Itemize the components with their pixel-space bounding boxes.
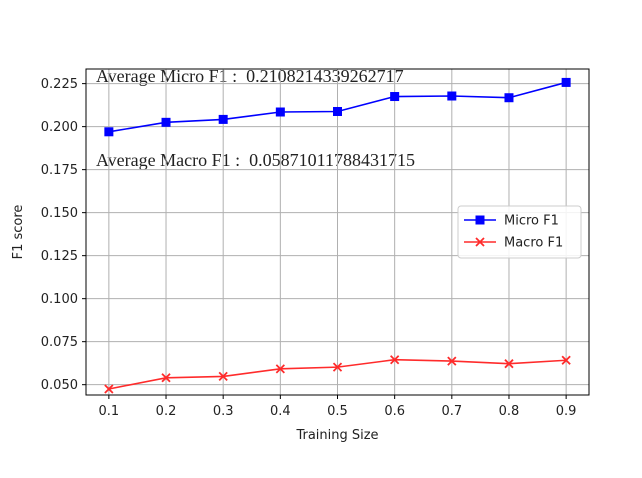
macro-f1-point xyxy=(104,384,114,394)
y-tick-label: 0.225 xyxy=(41,77,78,92)
y-tick-label: 0.125 xyxy=(41,249,78,264)
macro-f1-point xyxy=(447,356,457,366)
output-text: Average Micro F1 : 0.2108214339262717 Av… xyxy=(96,6,415,202)
x-marker-stroke xyxy=(561,355,571,365)
x-tick-label: 0.7 xyxy=(441,404,462,419)
x-tick-label: 0.6 xyxy=(384,404,405,419)
x-marker-stroke xyxy=(275,364,285,374)
y-tick-label: 0.200 xyxy=(41,120,78,135)
y-tick-label: 0.175 xyxy=(41,163,78,178)
macro-f1-point xyxy=(218,371,228,382)
micro-f1-point xyxy=(104,127,114,137)
x-tick-label: 0.4 xyxy=(270,404,291,419)
y-tick-label: 0.050 xyxy=(41,378,78,393)
y-tick-label: 0.100 xyxy=(41,292,78,307)
x-marker-stroke xyxy=(218,371,228,382)
average-micro-f1-line: Average Micro F1 : 0.2108214339262717 xyxy=(96,66,404,86)
macro-f1-point xyxy=(561,355,571,365)
micro-f1-point xyxy=(333,106,342,116)
micro-f1-point xyxy=(218,114,228,124)
micro-f1-point xyxy=(447,91,457,101)
x-tick-label: 0.9 xyxy=(556,404,577,419)
micro-f1-point xyxy=(561,77,571,87)
grid-lines xyxy=(86,69,589,395)
x-marker-stroke xyxy=(104,384,114,394)
x-marker-stroke xyxy=(332,362,343,372)
macro-f1-point xyxy=(390,355,400,365)
x-marker-stroke xyxy=(161,373,171,383)
y-tick-label: 0.150 xyxy=(41,206,78,221)
x-axis-label: Training Size xyxy=(295,428,378,443)
x-tick-label: 0.8 xyxy=(499,404,520,419)
y-tick-label: 0.075 xyxy=(41,335,78,350)
x-tick-label: 0.3 xyxy=(213,404,234,419)
ticks-layer: 0.1 0.2 0.3 0.4 0.5 0.6 0.7 0.8 0.9 0.050 0.075 0.1… xyxy=(41,77,577,419)
x-tick-label: 0.2 xyxy=(156,404,177,419)
micro-f1-point xyxy=(390,92,400,102)
x-tick-label: 0.5 xyxy=(327,404,348,419)
macro-f1-point xyxy=(161,373,171,383)
micro-f1-point xyxy=(275,107,285,117)
legend: Micro F1 Macro F1 xyxy=(457,205,582,259)
x-marker-stroke xyxy=(447,356,457,366)
legend-micro-f1-label: Micro F1 xyxy=(504,214,559,229)
micro-f1-series xyxy=(104,77,571,137)
legend-micro-f1-marker xyxy=(475,215,485,225)
macro-f1-point xyxy=(332,362,343,372)
micro-f1-point xyxy=(161,117,171,127)
macro-f1-point xyxy=(275,364,285,374)
y-axis-label: F1 score xyxy=(11,205,26,260)
macro-f1-point xyxy=(504,359,514,369)
average-macro-f1-line: Average Macro F1 : 0.05871011788431715 xyxy=(96,150,415,170)
x-marker-stroke xyxy=(475,237,485,247)
x-marker-stroke xyxy=(504,359,514,369)
macro-f1-series xyxy=(104,355,571,394)
legend-box xyxy=(457,205,582,259)
micro-f1-point xyxy=(504,93,514,103)
series-layer xyxy=(104,77,571,394)
legend-macro-f1-marker xyxy=(475,237,485,247)
legend-macro-f1-label: Macro F1 xyxy=(504,236,563,251)
x-marker-stroke xyxy=(390,355,400,365)
x-tick-label: 0.1 xyxy=(99,404,120,419)
